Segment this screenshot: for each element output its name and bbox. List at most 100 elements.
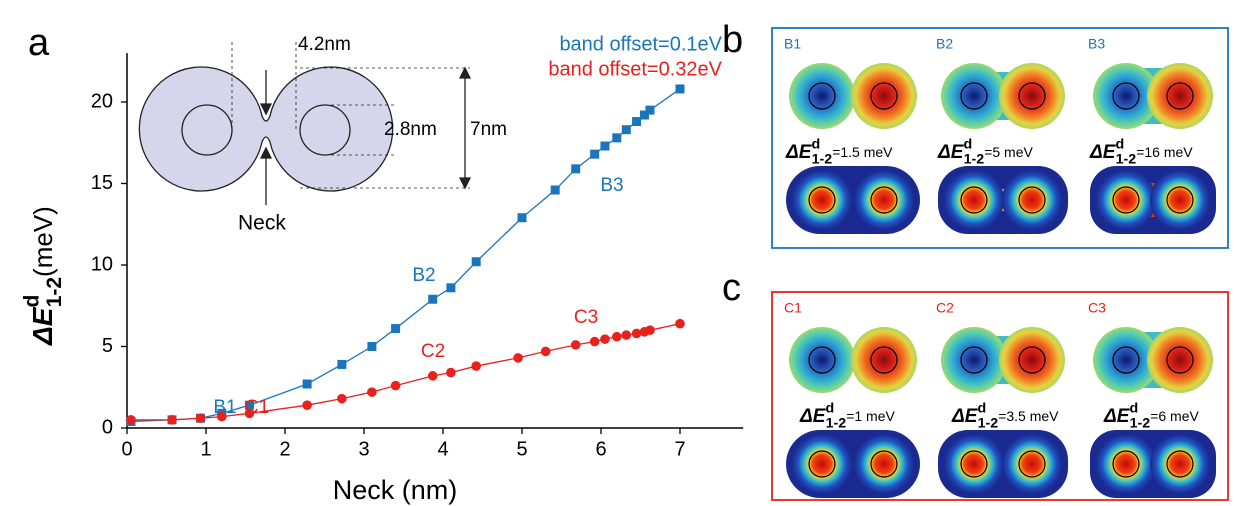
field-left <box>941 327 1007 393</box>
inset-core <box>181 104 233 156</box>
marker <box>621 125 631 135</box>
marker <box>446 367 456 378</box>
marker <box>570 340 581 350</box>
core-outline <box>870 346 898 374</box>
density-right <box>1150 434 1210 494</box>
symbol: ΔE <box>785 142 813 163</box>
panel-letter: c <box>722 267 741 309</box>
density-left <box>792 434 852 494</box>
panel-letter: a <box>28 22 50 64</box>
symbol-sub: 1-2 <box>1116 151 1137 167</box>
density-left <box>944 434 1004 494</box>
panel-frame <box>771 27 1229 249</box>
field-right <box>1147 327 1213 393</box>
x-tick-label: 3 <box>358 438 369 460</box>
field-left <box>1093 63 1159 129</box>
marker <box>446 283 456 293</box>
marker <box>367 342 377 351</box>
symbol-sup: d <box>1115 136 1124 152</box>
arrow-head <box>458 66 472 190</box>
panel-item-label: C2 <box>936 300 954 316</box>
symbol-sup: d <box>1129 400 1138 416</box>
inset-label: 2.8nm <box>384 119 437 140</box>
symbol-sub: 1-2 <box>812 151 833 167</box>
core-outline <box>1166 186 1194 214</box>
panel-item-label: B1 <box>784 36 801 52</box>
density-right <box>1002 434 1062 494</box>
marker <box>513 353 523 363</box>
inset-label: Neck <box>238 212 286 235</box>
marker <box>645 105 655 115</box>
marker <box>167 415 177 425</box>
symbol-sup: d <box>825 400 834 416</box>
marker <box>600 141 610 151</box>
symbol-sub: 1-2 <box>42 277 65 307</box>
marker <box>517 213 527 223</box>
field-left <box>789 63 855 129</box>
symbol: ΔE <box>951 406 979 427</box>
marker <box>675 318 685 329</box>
density-right <box>1150 170 1210 230</box>
symbol-sup: d <box>977 400 986 416</box>
marker <box>589 336 600 347</box>
marker <box>217 411 227 422</box>
core-outline <box>1112 450 1140 478</box>
marker <box>612 331 622 342</box>
density-right <box>1002 170 1062 230</box>
marker <box>571 164 581 174</box>
symbol-sub: 1-2 <box>826 415 847 431</box>
symbol-sub: 1-2 <box>964 151 985 167</box>
symbol-rest: =5 meV <box>984 144 1033 160</box>
marker <box>195 413 206 424</box>
point-label: B2 <box>412 265 435 286</box>
point-label: B3 <box>600 175 623 196</box>
inset-guides <box>231 42 470 189</box>
panel-frame <box>771 291 1229 501</box>
core-outline <box>870 82 898 110</box>
y-tick-label: 0 <box>102 416 113 438</box>
marker <box>428 294 438 304</box>
core-outline <box>870 450 898 478</box>
point-label: C1 <box>245 397 269 418</box>
marker <box>390 380 401 391</box>
core-outline <box>808 346 836 374</box>
x-tick-label: 4 <box>437 438 448 460</box>
y-tick-label: 15 <box>91 172 113 194</box>
marker <box>471 257 481 267</box>
core-outline <box>1112 82 1140 110</box>
inset-label: 4.2nm <box>298 34 351 55</box>
field-left <box>789 327 855 393</box>
field-right <box>1147 63 1213 129</box>
symbol-sub: 1-2 <box>978 415 999 431</box>
marker <box>337 359 347 369</box>
core-outline <box>870 186 898 214</box>
core-outline <box>1112 186 1140 214</box>
panel-item-label: C1 <box>784 300 802 316</box>
core-outline <box>808 186 836 214</box>
core-outline <box>1018 186 1046 214</box>
symbol: ΔE <box>937 142 965 163</box>
marker <box>612 133 622 143</box>
marker <box>590 149 600 159</box>
core-outline <box>808 82 836 110</box>
field-right <box>851 63 917 129</box>
core-outline <box>1018 346 1046 374</box>
legend-label: band offset=0.1eV <box>559 33 722 55</box>
x-axis-label: Neck (nm) <box>333 475 458 505</box>
x-tick-label: 7 <box>674 438 685 460</box>
density-left <box>1096 434 1156 494</box>
symbol-rest: =1 meV <box>846 408 895 424</box>
marker <box>126 415 136 425</box>
core-outline <box>808 450 836 478</box>
marker <box>337 393 347 404</box>
marker <box>471 361 481 371</box>
core-outline <box>960 186 988 214</box>
marker <box>367 387 377 397</box>
marker <box>540 346 551 357</box>
symbol: ΔE <box>1103 406 1131 427</box>
panel-item-label: B3 <box>1088 36 1105 52</box>
density-left <box>792 170 852 230</box>
marker <box>600 334 610 344</box>
